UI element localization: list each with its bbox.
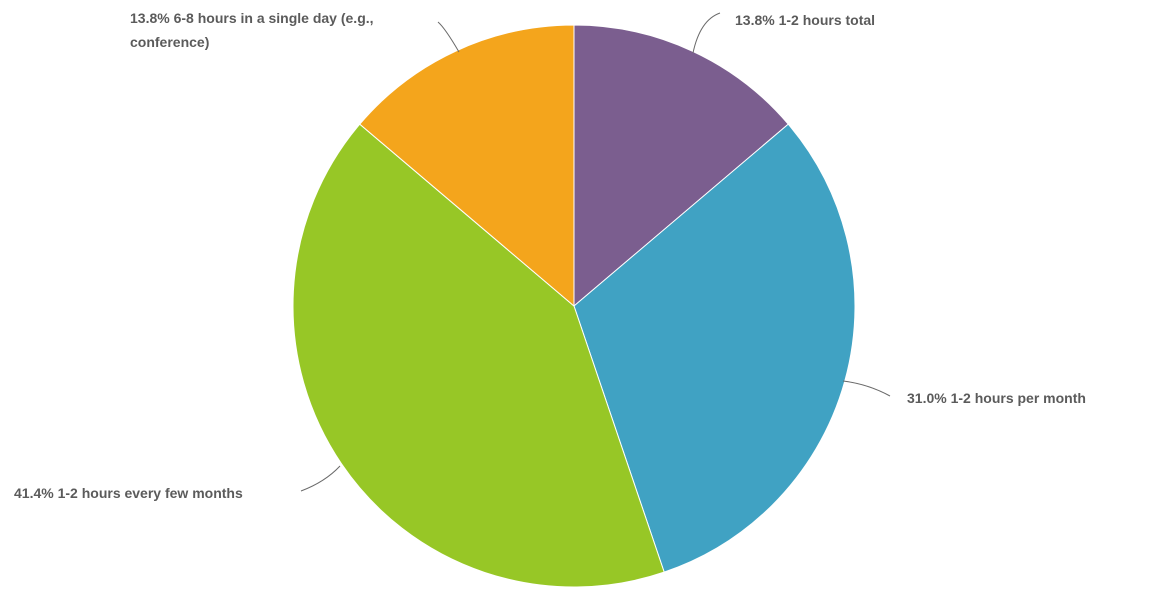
pie-slice-6-8-hours-in-a-single-day-e-g-conference (359, 24, 575, 308)
slice-label-1-2-hours-every-few-months: 41.4% 1-2 hours every few months (14, 485, 243, 501)
slices-layer (292, 24, 856, 588)
leader-lines-layer (300, 12, 891, 492)
leader-line-6-8-hours-in-a-single-day-e-g-conference (437, 21, 460, 53)
leader-line-1-2-hours-per-month (842, 380, 891, 397)
slice-label-1-2-hours-per-month: 31.0% 1-2 hours per month (907, 390, 1086, 406)
leader-line-1-2-hours-total (692, 12, 721, 54)
labels-layer: 13.8% 1-2 hours total 31.0% 1-2 hours per… (14, 10, 1086, 501)
leader-line-1-2-hours-every-few-months (300, 465, 341, 492)
slice-label-6-8-hours-in-a-single-day-e-g-conference: 13.8% 6-8 hours in a single day (e.g., co… (130, 10, 374, 50)
pie-slice-1-2-hours-total (573, 24, 789, 308)
slice-label-1-2-hours-total: 13.8% 1-2 hours total (735, 12, 875, 28)
